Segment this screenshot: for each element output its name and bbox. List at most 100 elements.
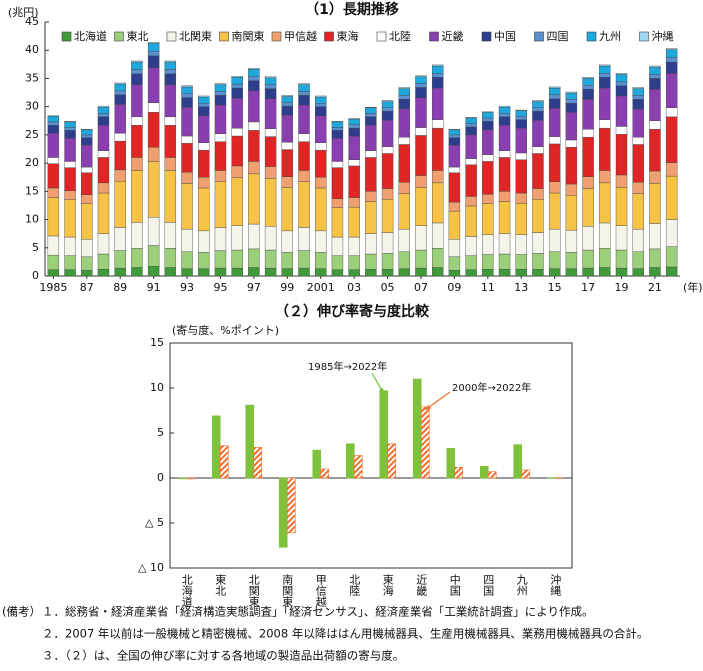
- bar-segment: [649, 248, 661, 268]
- legend-label: 東北: [127, 30, 149, 43]
- bar: [454, 466, 464, 479]
- bar-segment: [198, 96, 210, 104]
- bar-segment: [231, 249, 243, 269]
- bar-segment: [214, 83, 227, 85]
- bar-segment: [231, 97, 243, 129]
- bar-segment: [181, 143, 193, 173]
- bar-segment: [64, 167, 76, 191]
- bar-segment: [498, 107, 511, 114]
- bar-segment: [365, 150, 377, 158]
- bar-segment: [281, 114, 294, 143]
- bar: [521, 469, 531, 479]
- bar-segment: [515, 152, 527, 160]
- plot-frame: [169, 342, 573, 569]
- bar-segment: [415, 87, 427, 98]
- bar-segment: [482, 254, 494, 270]
- bar-segment: [515, 234, 527, 255]
- x-tick-label: 甲信越: [314, 574, 327, 608]
- bar-segment: [365, 233, 377, 255]
- bar-segment: [331, 236, 344, 256]
- bar-segment: [64, 121, 76, 128]
- bar-segment: [348, 236, 360, 256]
- bar-segment: [465, 134, 477, 159]
- bar-segment: [114, 140, 126, 171]
- bar-segment: [482, 117, 494, 122]
- bar-segment: [381, 232, 394, 254]
- bar-segment: [532, 232, 544, 254]
- bar-segment: [47, 235, 60, 256]
- y-tick-label: 45: [25, 15, 39, 28]
- y-tick-label: 40: [25, 43, 39, 56]
- bar-segment: [649, 170, 661, 184]
- bar-segment: [298, 133, 310, 142]
- bar-segment: [431, 87, 444, 120]
- legend-label: 甲信越: [284, 29, 317, 43]
- y-tick-label: 5: [157, 426, 164, 439]
- bar-segment: [665, 266, 678, 277]
- bar-segment: [64, 190, 76, 201]
- bar-segment: [331, 138, 344, 162]
- bar-segment: [415, 249, 427, 269]
- bar: [278, 477, 288, 548]
- legend-swatch: [481, 31, 492, 42]
- bar-segment: [331, 198, 344, 208]
- bar: [487, 471, 497, 479]
- bar-segment: [164, 116, 177, 126]
- bar: [178, 477, 188, 480]
- bar-segment: [415, 97, 427, 128]
- bar-segment: [381, 120, 394, 147]
- bar-segment: [64, 121, 76, 123]
- bar-segment: [599, 64, 611, 67]
- bar-segment: [315, 177, 327, 189]
- bar-segment: [97, 233, 110, 255]
- bar-segment: [114, 267, 126, 277]
- bar-segment: [97, 182, 110, 194]
- bar-segment: [665, 162, 678, 177]
- y-tick-label: 5: [32, 241, 39, 254]
- bar-segment: [599, 73, 611, 78]
- bar-segment: [181, 268, 193, 277]
- bar: [546, 477, 556, 479]
- bar-segment: [649, 183, 661, 224]
- bar-segment: [532, 107, 544, 112]
- x-tick-label: 09: [447, 281, 461, 294]
- bar-segment: [181, 93, 193, 98]
- bar-segment: [615, 126, 628, 135]
- bar-segment: [281, 105, 294, 116]
- bar-segment: [632, 193, 644, 230]
- x-tick-label: 15: [548, 281, 562, 294]
- bar: [345, 443, 355, 479]
- bar-segment: [348, 197, 360, 208]
- y-tick-label: 10: [150, 381, 164, 394]
- bar-segment: [431, 77, 444, 89]
- bar-segment: [665, 246, 678, 268]
- bar-segment: [632, 144, 644, 183]
- y-tick-label: 20: [25, 156, 39, 169]
- bar-segment: [298, 227, 310, 251]
- y-tick-label: 0: [157, 471, 164, 484]
- bar-segment: [398, 182, 410, 194]
- x-tick-label: 東北: [214, 574, 227, 596]
- bar-segment: [281, 268, 294, 277]
- bar-segment: [181, 228, 193, 252]
- bar-segment: [147, 102, 160, 113]
- x-tick-label: 89: [113, 281, 127, 294]
- bar-segment: [97, 105, 110, 108]
- bar-segment: [64, 269, 76, 277]
- bar-segment: [298, 181, 310, 228]
- bar-segment: [147, 217, 160, 246]
- bar-segment: [264, 77, 277, 85]
- bar-segment: [498, 150, 511, 158]
- bar-segment: [331, 255, 344, 270]
- x-tick-label: 19: [615, 281, 629, 294]
- x-tick-label: 沖縄: [549, 574, 562, 596]
- bar-segment: [198, 268, 210, 277]
- bar-segment: [365, 253, 377, 270]
- x-tick-label: 2001: [307, 281, 335, 294]
- bar-segment: [565, 268, 578, 277]
- bar-segment: [565, 92, 578, 100]
- bar-segment: [548, 136, 561, 145]
- bar-segment: [298, 83, 310, 85]
- bar-segment: [498, 201, 511, 234]
- bar-segment: [248, 267, 260, 277]
